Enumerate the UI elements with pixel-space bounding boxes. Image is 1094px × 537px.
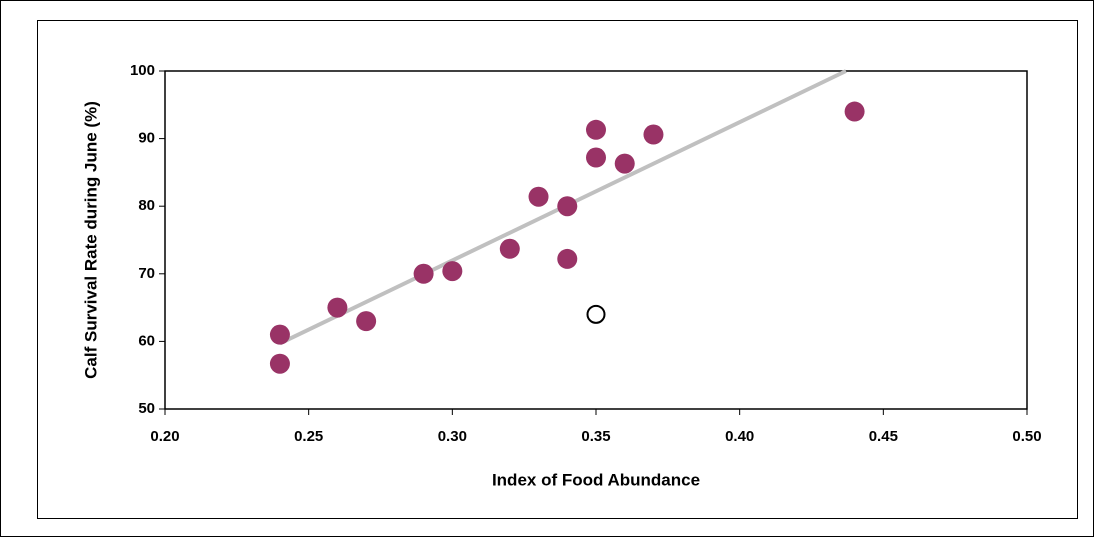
data-point: [614, 153, 635, 174]
y-tick-label: 50: [138, 400, 155, 417]
data-point: [269, 353, 290, 374]
x-tick-label: 0.45: [869, 428, 898, 445]
data-point: [356, 311, 377, 332]
data-point: [643, 124, 664, 145]
data-point: [327, 297, 348, 318]
x-tick-label: 0.40: [725, 428, 754, 445]
y-tick-label: 80: [138, 197, 155, 214]
data-point: [499, 238, 520, 259]
x-tick-label: 0.35: [581, 428, 610, 445]
y-tick-label: 70: [138, 265, 155, 282]
y-tick-label: 90: [138, 130, 155, 147]
x-tick-label: 0.25: [294, 428, 323, 445]
data-point: [413, 263, 434, 284]
x-tick-label: 0.20: [150, 428, 179, 445]
data-point: [586, 119, 606, 140]
data-point: [844, 101, 865, 122]
chart-frame: [37, 20, 1078, 519]
y-axis-title: Calf Survival Rate during June (%): [81, 101, 100, 379]
x-tick-label: 0.50: [1012, 428, 1041, 445]
y-tick-label: 100: [130, 62, 155, 79]
x-axis-title: Index of Food Abundance: [492, 470, 700, 489]
data-point: [269, 324, 290, 345]
data-point: [586, 147, 606, 168]
x-tick-label: 0.30: [438, 428, 467, 445]
data-point: [586, 304, 606, 324]
data-point: [557, 196, 578, 217]
data-point: [442, 261, 463, 282]
data-point: [557, 248, 578, 269]
y-tick-label: 60: [138, 332, 155, 349]
data-point: [528, 186, 549, 207]
